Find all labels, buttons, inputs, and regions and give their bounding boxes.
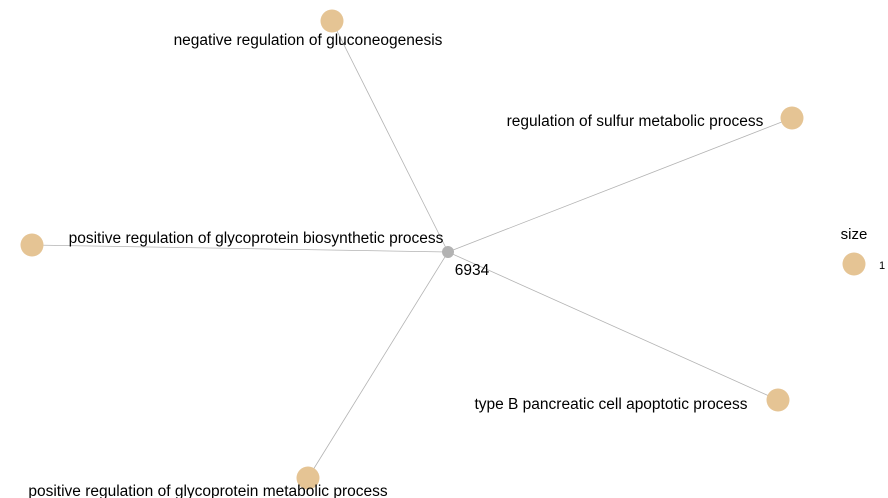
- term-label-positive-regulation-of-glycoprotein-biosynthetic-process: positive regulation of glycoprotein bios…: [69, 230, 444, 247]
- edge-positive-regulation-of-glycoprotein-biosynthetic-process: [31, 244, 449, 253]
- labels: negative regulation of gluconeogenesis r…: [28, 32, 763, 498]
- term-node-negative-regulation-of-gluconeogenesis: [320, 9, 344, 33]
- term-label-negative-regulation-of-gluconeogenesis: negative regulation of gluconeogenesis: [174, 32, 443, 49]
- edge-regulation-of-sulfur-metabolic-process: [447, 117, 793, 253]
- term-label-type-b-pancreatic-cell-apoptotic-process: type B pancreatic cell apoptotic process: [474, 396, 747, 413]
- legend-title: size: [841, 226, 868, 243]
- term-label-regulation-of-sulfur-metabolic-process: regulation of sulfur metabolic process: [507, 113, 764, 130]
- size-legend: size 1: [841, 226, 885, 276]
- term-label-positive-regulation-of-glycoprotein-metabolic-process: positive regulation of glycoprotein meta…: [28, 483, 388, 498]
- nodes: [20, 9, 804, 490]
- legend-size-key: [842, 252, 866, 276]
- edge-type-b-pancreatic-cell-apoptotic-process: [447, 251, 779, 401]
- term-node-type-b-pancreatic-cell-apoptotic-process: [766, 388, 790, 412]
- edge-negative-regulation-of-gluconeogenesis: [331, 20, 449, 253]
- edges: [31, 20, 793, 479]
- term-node-regulation-of-sulfur-metabolic-process: [780, 106, 804, 130]
- center-gene-label: 6934: [455, 262, 490, 279]
- edge-positive-regulation-of-glycoprotein-metabolic-process: [307, 251, 449, 479]
- center-gene-node: [442, 246, 454, 258]
- legend-value: 1: [879, 260, 885, 272]
- term-node-positive-regulation-of-glycoprotein-biosynthetic-process: [20, 233, 44, 257]
- term-node-positive-regulation-of-glycoprotein-metabolic-process: [296, 466, 320, 490]
